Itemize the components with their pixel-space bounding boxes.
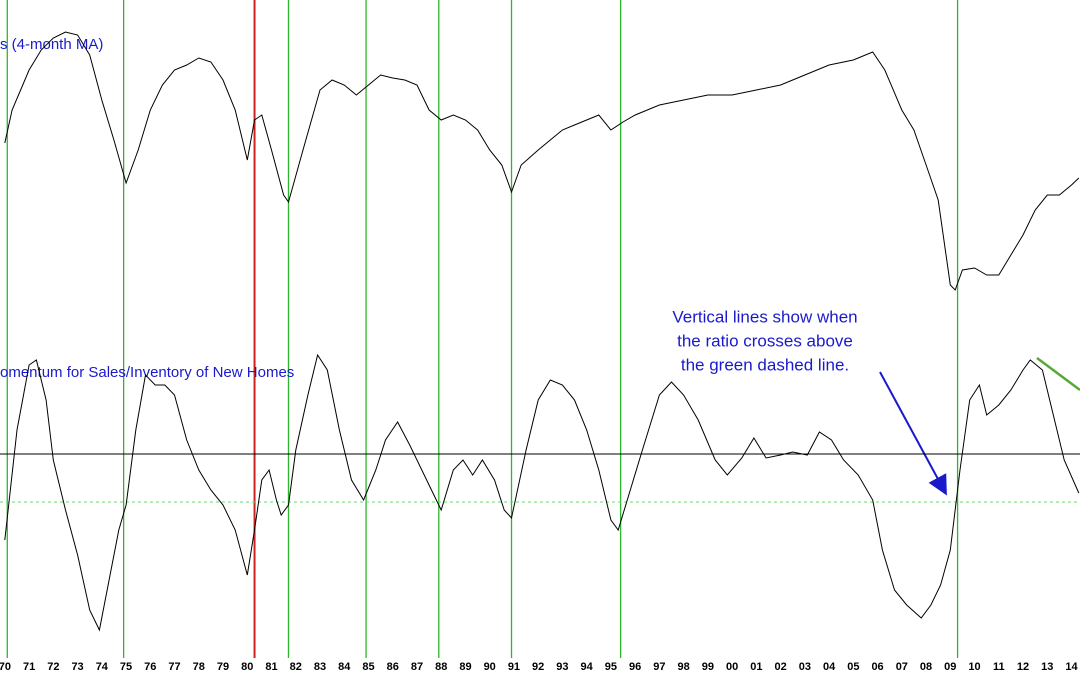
x-tick-label: 76 [144,661,156,673]
x-tick-label: 89 [459,661,471,673]
x-tick-label: 91 [508,661,520,673]
x-tick-label: 78 [193,661,205,673]
annotation: the ratio crosses above [677,331,853,350]
x-tick-label: 84 [338,661,351,673]
annotation: Vertical lines show when [672,307,857,326]
x-tick-label: 80 [241,661,253,673]
x-tick-label: 11 [993,661,1005,673]
x-tick-label: 06 [871,661,883,673]
upper-title: s (4-month MA) [0,36,103,53]
x-tick-label: 01 [750,661,762,673]
annotation: the green dashed line. [681,355,849,374]
x-tick-label: 12 [1017,661,1029,673]
x-tick-label: 97 [653,661,665,673]
x-tick-label: 79 [217,661,229,673]
x-tick-label: 98 [678,661,690,673]
x-tick-label: 09 [944,661,956,673]
x-tick-label: 13 [1041,661,1053,673]
x-tick-label: 88 [435,661,447,673]
x-tick-label: 74 [96,661,109,673]
x-tick-label: 05 [847,661,859,673]
x-tick-label: 03 [799,661,811,673]
signal-lines [6,0,959,658]
x-tick-label: 77 [168,661,180,673]
x-tick-label: 83 [314,661,326,673]
x-tick-label: 92 [532,661,544,673]
x-tick-label: 70 [0,661,11,673]
lower-title: omentum for Sales/Inventory of New Homes [0,364,294,381]
x-tick-label: 08 [920,661,932,673]
x-tick-label: 72 [47,661,59,673]
x-tick-label: 85 [362,661,374,673]
annotation-arrow [879,371,947,496]
x-tick-label: 90 [484,661,496,673]
x-tick-label: 95 [605,661,617,673]
x-tick-label: 96 [629,661,641,673]
x-tick-label: 99 [702,661,714,673]
data-line [4,31,1080,291]
x-tick-label: 07 [896,661,908,673]
x-tick-label: 14 [1065,661,1078,673]
x-tick-label: 87 [411,661,423,673]
x-tick-label: 04 [823,661,836,673]
x-tick-label: 73 [71,661,83,673]
x-tick-label: 00 [726,661,738,673]
x-tick-label: 94 [581,661,594,673]
x-tick-label: 86 [387,661,399,673]
x-tick-label: 02 [774,661,786,673]
x-tick-label: 82 [290,661,302,673]
x-tick-label: 71 [23,661,35,673]
x-tick-label: 75 [120,661,132,673]
trend-line [1036,356,1080,392]
x-tick-label: 10 [968,661,980,673]
data-line [4,353,1080,632]
x-tick-label: 81 [265,661,277,673]
x-tick-label: 93 [556,661,568,673]
